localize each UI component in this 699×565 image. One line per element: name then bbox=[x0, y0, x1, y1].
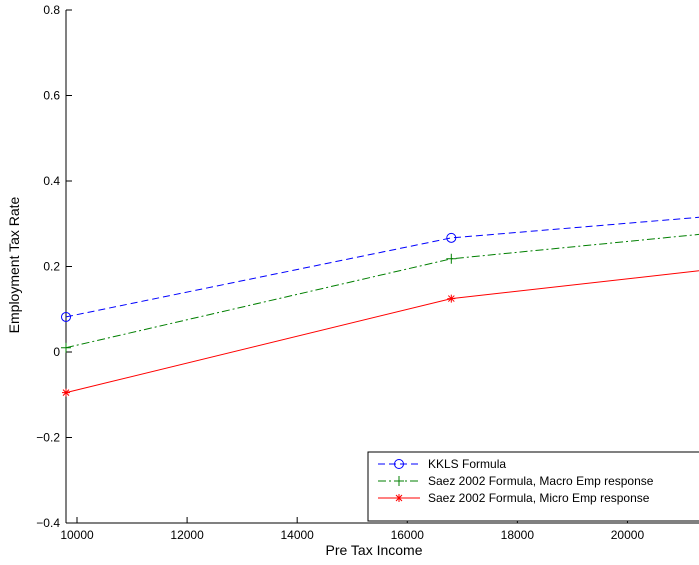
x-tick-label: 14000 bbox=[280, 528, 314, 542]
series-line-3 bbox=[65, 270, 699, 394]
series-1-point bbox=[446, 232, 457, 243]
series-line-1 bbox=[65, 216, 699, 318]
y-tick-label: 0.2 bbox=[43, 260, 60, 274]
y-tick-label: 0.8 bbox=[43, 3, 60, 17]
series-2-point bbox=[61, 342, 71, 353]
y-tick-label: 0.4 bbox=[43, 174, 60, 188]
legend-label-3: Saez 2002 Formula, Micro Emp response bbox=[428, 491, 650, 505]
series-3-point bbox=[447, 294, 456, 303]
x-tick-label: 12000 bbox=[170, 528, 204, 542]
legend-label-2: Saez 2002 Formula, Macro Emp response bbox=[428, 474, 654, 488]
y-tick-label: 0.6 bbox=[43, 89, 60, 103]
series-line-2 bbox=[65, 233, 699, 349]
y-tick-label: 0 bbox=[53, 345, 60, 359]
series-1-point bbox=[61, 311, 71, 322]
x-tick-label: 18000 bbox=[501, 528, 535, 542]
x-tick-label: 10000 bbox=[60, 528, 94, 542]
series-2-point bbox=[446, 253, 457, 264]
legend-marker-2 bbox=[394, 476, 404, 486]
x-tick-label: 16000 bbox=[391, 528, 425, 542]
y-tick-label: −0.4 bbox=[36, 516, 60, 530]
legend-marker-3 bbox=[395, 494, 403, 502]
legend-marker-1 bbox=[394, 459, 404, 469]
legend-label-1: KKLS Formula bbox=[428, 457, 506, 471]
y-axis-label: Employment Tax Rate bbox=[6, 196, 22, 333]
x-axis-label: Pre Tax Income bbox=[325, 542, 422, 558]
legend-box bbox=[367, 451, 699, 522]
y-tick-label: −0.2 bbox=[36, 431, 60, 445]
series-3-point bbox=[62, 388, 70, 397]
x-tick-label: 20000 bbox=[611, 528, 645, 542]
